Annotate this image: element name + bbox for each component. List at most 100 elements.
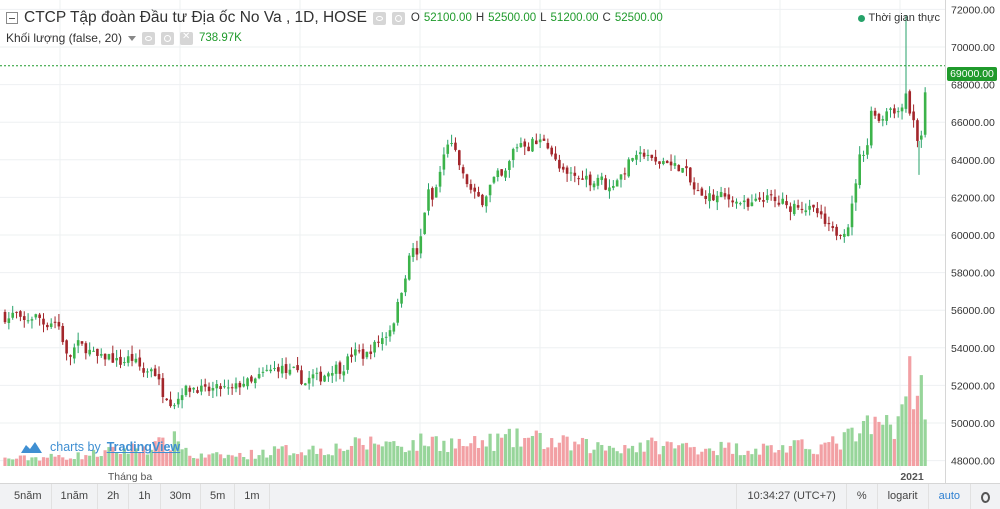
volume-bar bbox=[900, 404, 904, 466]
volume-bar bbox=[184, 447, 188, 466]
volume-close-icon[interactable] bbox=[179, 31, 193, 45]
volume-bar bbox=[546, 447, 550, 466]
candle-body bbox=[461, 167, 465, 174]
candle-body bbox=[311, 374, 315, 379]
volume-bar bbox=[307, 449, 311, 466]
volume-bar bbox=[503, 434, 508, 466]
gear-icon[interactable] bbox=[391, 11, 405, 25]
realtime-dot-icon bbox=[857, 14, 865, 22]
percent-scale-button[interactable]: % bbox=[845, 484, 877, 509]
candle-body bbox=[673, 163, 677, 166]
price-tick-label: 72000.00 bbox=[951, 4, 995, 16]
candle-body bbox=[769, 194, 773, 196]
volume-bar bbox=[95, 456, 99, 466]
tradingview-watermark[interactable]: charts by TradingView bbox=[18, 440, 180, 454]
timeframe-5m-button[interactable]: 5m bbox=[201, 483, 236, 509]
volume-bar bbox=[480, 440, 484, 466]
candle-body bbox=[361, 349, 365, 359]
volume-bar bbox=[330, 455, 334, 466]
clock-display[interactable]: 10:34:27 (UTC+7) bbox=[736, 484, 845, 509]
candle-body bbox=[269, 369, 272, 372]
auto-scale-button[interactable]: auto bbox=[927, 484, 970, 509]
candle-body bbox=[481, 194, 484, 206]
candle-body bbox=[858, 154, 861, 186]
timeframe-2h-button[interactable]: 2h bbox=[98, 483, 130, 509]
volume-bar bbox=[473, 436, 477, 466]
volume-bar bbox=[68, 458, 73, 466]
candle-body bbox=[300, 370, 303, 384]
volume-bar bbox=[611, 447, 615, 466]
volume-bar bbox=[280, 446, 284, 466]
volume-gear-icon[interactable] bbox=[160, 31, 174, 45]
volume-bar bbox=[661, 445, 665, 466]
volume-bar bbox=[76, 452, 80, 466]
volume-bar bbox=[3, 457, 7, 466]
volume-bar bbox=[115, 452, 119, 466]
volume-bar bbox=[511, 447, 515, 466]
eye-icon[interactable] bbox=[372, 11, 386, 25]
volume-bar bbox=[446, 452, 450, 466]
candle-body bbox=[635, 154, 638, 160]
candle-body bbox=[615, 180, 619, 187]
candle-body bbox=[223, 386, 226, 388]
candle-body bbox=[546, 142, 550, 149]
volume-bar bbox=[600, 444, 604, 466]
price-tick-label: 68000.00 bbox=[951, 80, 995, 92]
candle-body bbox=[103, 353, 107, 360]
volume-bar bbox=[434, 436, 438, 466]
candle-body bbox=[419, 236, 423, 254]
timeframe-5y-button[interactable]: 5năm bbox=[0, 483, 52, 509]
candle-body bbox=[230, 387, 234, 389]
volume-bar bbox=[134, 448, 138, 466]
volume-bar bbox=[57, 455, 61, 466]
candle-body bbox=[550, 147, 553, 155]
bottom-toolbar: 5năm 1năm 2h 1h 30m 5m 1m 10:34:27 (UTC+… bbox=[0, 483, 1000, 509]
candle-body bbox=[253, 378, 257, 384]
timeframe-1y-button[interactable]: 1năm bbox=[52, 483, 99, 509]
candle-body bbox=[754, 198, 758, 201]
candle-body bbox=[46, 324, 49, 328]
candle-body bbox=[327, 373, 330, 377]
candle-body bbox=[873, 110, 877, 116]
volume-bar bbox=[207, 454, 211, 466]
candle-body bbox=[642, 152, 646, 157]
timeframe-1m-button[interactable]: 1m bbox=[235, 483, 270, 509]
volume-bar bbox=[627, 448, 631, 466]
volume-bar bbox=[199, 453, 203, 466]
candle-body bbox=[808, 205, 811, 210]
log-scale-button[interactable]: logarit bbox=[876, 484, 928, 509]
volume-bar bbox=[30, 457, 34, 466]
volume-bar bbox=[14, 458, 19, 466]
volume-eye-icon[interactable] bbox=[141, 31, 155, 45]
volume-bar bbox=[615, 451, 619, 466]
timeframe-30m-button[interactable]: 30m bbox=[161, 483, 201, 509]
volume-bar bbox=[823, 442, 827, 466]
gear-icon[interactable] bbox=[970, 484, 1000, 509]
timeframe-1h-button[interactable]: 1h bbox=[129, 483, 161, 509]
collapse-legend-icon[interactable] bbox=[6, 12, 18, 24]
candle-body bbox=[750, 202, 754, 207]
candle-body bbox=[15, 311, 18, 313]
candle-body bbox=[654, 156, 657, 162]
volume-bar bbox=[238, 452, 242, 466]
volume-bar bbox=[707, 448, 712, 466]
volume-bar bbox=[788, 446, 792, 466]
candle-body bbox=[338, 362, 342, 374]
toolbar-right: 10:34:27 (UTC+7) % logarit auto bbox=[736, 484, 1000, 509]
volume-bar bbox=[711, 450, 715, 466]
candle-body bbox=[350, 354, 353, 357]
volume-bar bbox=[604, 450, 608, 466]
volume-bar bbox=[642, 451, 646, 466]
candle-body bbox=[188, 387, 192, 392]
chevron-down-icon[interactable] bbox=[127, 35, 136, 41]
volume-bar bbox=[781, 445, 785, 466]
price-chart[interactable]: 48000.00 50000.00 52000.00 54000.00 56000.00… bbox=[0, 0, 1000, 483]
volume-bar bbox=[908, 356, 912, 466]
candle-body bbox=[7, 318, 11, 323]
candle-body bbox=[585, 175, 588, 180]
price-tick-label: 62000.00 bbox=[951, 192, 995, 204]
candlesticks bbox=[3, 15, 927, 410]
candle-body bbox=[396, 302, 399, 323]
ohlc-close-value: 52500.00 bbox=[614, 12, 663, 24]
candle-body bbox=[477, 192, 480, 197]
